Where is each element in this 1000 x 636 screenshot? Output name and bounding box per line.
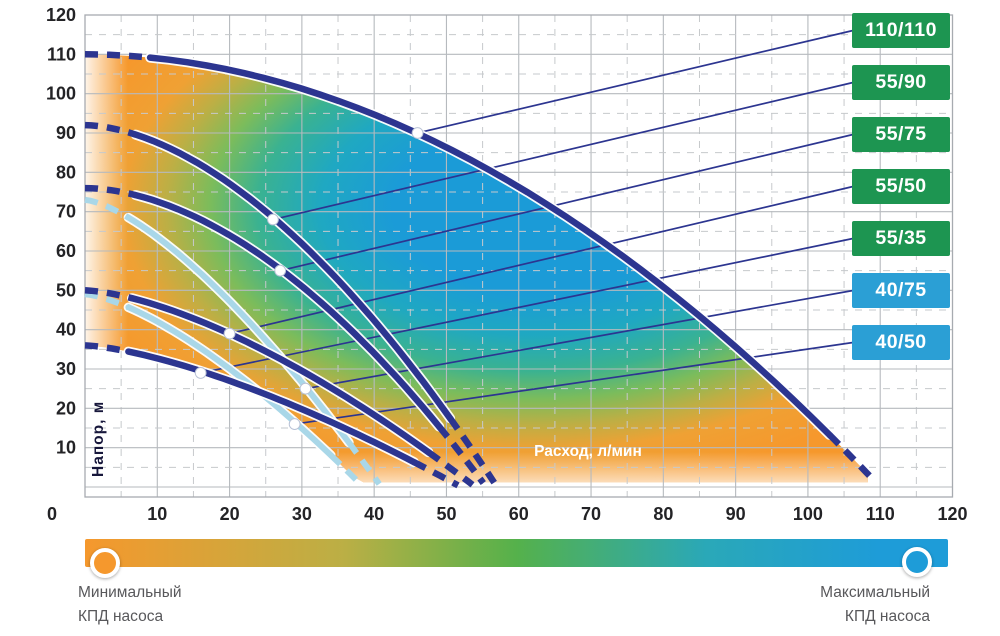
duty-point-marker-55-50 <box>223 327 236 340</box>
y-tick-label: 10 <box>56 438 76 458</box>
x-axis-tick-labels: 0 10 20 30 40 50 60 70 80 90 100 110 120 <box>47 504 968 524</box>
min-efficiency-dot <box>90 548 120 578</box>
y-tick-label: 120 <box>46 5 76 25</box>
callout-line-40-50 <box>294 341 854 425</box>
x-tick-label: 20 <box>220 504 240 524</box>
y-axis-tick-labels: 10 20 30 40 50 60 70 80 90 100 110 120 <box>46 5 76 458</box>
duty-point-markers <box>194 127 424 430</box>
x-tick-label: 40 <box>364 504 384 524</box>
pump-model-tag-55-50: 55/50 <box>852 169 950 204</box>
pump-curve-55-35 <box>84 342 460 489</box>
y-tick-label: 60 <box>56 241 76 261</box>
callout-line-55-75 <box>279 133 854 272</box>
y-tick-label: 70 <box>56 202 76 222</box>
x-tick-label: 90 <box>726 504 746 524</box>
x-tick-label: 60 <box>509 504 529 524</box>
pump-model-tag-40-75: 40/75 <box>852 273 950 308</box>
duty-point-marker-40-75 <box>299 382 312 395</box>
pump-model-tag-110-110: 110/110 <box>852 13 950 48</box>
y-tick-label: 40 <box>56 320 76 340</box>
duty-point-marker-110-110 <box>411 127 424 139</box>
pump-curve-55-75 <box>84 184 486 486</box>
y-tick-label: 80 <box>56 162 76 182</box>
y-axis-label: Напор, м <box>90 401 107 477</box>
efficiency-gradient-bar <box>85 539 948 567</box>
callout-line-55-35 <box>200 237 854 374</box>
x-tick-label: 50 <box>436 504 456 524</box>
duty-point-marker-55-75 <box>274 264 287 277</box>
x-tick-label: 30 <box>292 504 312 524</box>
y-tick-label: 20 <box>56 398 76 418</box>
x-axis-label: Расход, л/мин <box>534 443 642 460</box>
pump-model-tag-55-90: 55/90 <box>852 65 950 100</box>
x-tick-label: 120 <box>937 504 967 524</box>
x-tick-label: 100 <box>793 504 823 524</box>
plot-border <box>84 14 954 498</box>
duty-point-marker-40-50 <box>288 418 301 430</box>
efficiency-gradient-fill <box>85 54 868 483</box>
y-tick-label: 30 <box>56 359 76 379</box>
max-efficiency-dot <box>902 547 932 577</box>
pump-model-tag-55-75: 55/75 <box>852 117 950 152</box>
y-tick-label: 90 <box>56 123 76 143</box>
y-tick-label: 50 <box>56 280 76 300</box>
callout-line-110-110 <box>417 29 854 134</box>
pump-curve-110-110 <box>84 51 878 484</box>
x-tick-label: 80 <box>653 504 673 524</box>
pump-model-tag-40-50: 40/50 <box>852 325 950 360</box>
x-tick-label: 110 <box>866 504 895 524</box>
x-tick-label: 10 <box>147 504 167 524</box>
callout-line-55-90 <box>272 81 854 221</box>
duty-point-marker-55-35 <box>194 367 207 379</box>
min-efficiency-label: Минимальный КПД насоса <box>78 584 182 625</box>
duty-point-marker-55-90 <box>267 213 279 226</box>
pump-curve-55-50 <box>84 287 475 488</box>
pump-curves <box>84 51 878 489</box>
pump-model-tag-55-35: 55/35 <box>852 221 950 256</box>
x-tick-label: 70 <box>581 504 601 524</box>
y-tick-label: 110 <box>47 44 76 64</box>
max-efficiency-label: Максимальный КПД насоса <box>820 584 930 625</box>
pump-curve-55-90 <box>84 121 497 485</box>
y-tick-label: 100 <box>46 84 76 104</box>
pump-curve-40-75 <box>84 196 382 486</box>
x-tick-label: 0 <box>47 504 57 524</box>
